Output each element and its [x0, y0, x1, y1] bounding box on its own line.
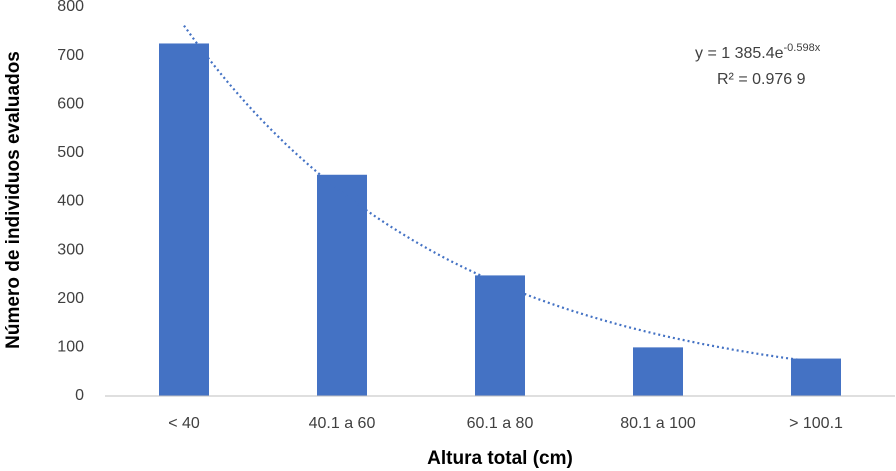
- x-tick-label: > 100.1: [789, 415, 843, 432]
- x-tick-label: < 40: [168, 415, 200, 432]
- y-tick-label: 600: [57, 95, 84, 112]
- x-axis-title: Altura total (cm): [427, 448, 573, 469]
- trend-equation-exponent: -0.598x: [784, 42, 821, 54]
- y-tick-label: 300: [57, 241, 84, 258]
- x-tick-label: 60.1 a 80: [467, 415, 534, 432]
- bar: [791, 358, 841, 396]
- y-tick-label: 700: [57, 47, 84, 64]
- trend-r2: R² = 0.976 9: [717, 71, 806, 88]
- y-tick-label: 500: [57, 144, 84, 161]
- trend-equation-base: y = 1 385.4e: [695, 45, 784, 62]
- bar: [633, 347, 683, 396]
- y-tick-label: 0: [75, 387, 84, 404]
- y-axis-title: Número de individuos evaluados: [3, 51, 24, 349]
- bar: [159, 43, 209, 396]
- y-tick-label: 800: [57, 0, 84, 15]
- y-tick-label: 100: [57, 339, 84, 356]
- trend-equation: y = 1 385.4e-0.598x: [695, 42, 821, 62]
- bar: [317, 174, 367, 396]
- x-tick-label: 80.1 a 100: [620, 415, 696, 432]
- x-tick-label: 40.1 a 60: [309, 415, 376, 432]
- bar: [475, 275, 525, 396]
- trendline: [183, 24, 817, 364]
- y-tick-label: 200: [57, 290, 84, 307]
- y-tick-label: 400: [57, 193, 84, 210]
